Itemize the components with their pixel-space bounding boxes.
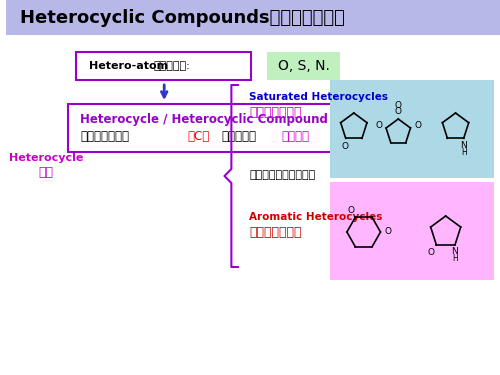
Text: Heterocycle / Heterocyclic Compound: Heterocycle / Heterocyclic Compound bbox=[80, 114, 328, 126]
Text: 芳香杂环化合物: 芳香杂环化合物 bbox=[249, 225, 302, 238]
FancyBboxPatch shape bbox=[68, 104, 346, 152]
Text: O: O bbox=[341, 142, 348, 151]
Text: H: H bbox=[461, 148, 466, 157]
Text: O: O bbox=[375, 121, 382, 130]
FancyBboxPatch shape bbox=[330, 182, 494, 280]
Text: Aromatic Heterocycles: Aromatic Heterocycles bbox=[249, 212, 382, 222]
Text: 杂原子。: 杂原子。 bbox=[282, 130, 310, 144]
Text: H: H bbox=[452, 255, 458, 264]
Text: （杂原子）:: （杂原子）: bbox=[154, 61, 190, 71]
Text: Hetero-atom: Hetero-atom bbox=[89, 61, 168, 71]
Text: O: O bbox=[414, 121, 422, 130]
Text: 饱和杂环化合物: 饱和杂环化合物 bbox=[249, 105, 302, 118]
Text: 除C外: 除C外 bbox=[187, 130, 209, 144]
Text: O: O bbox=[395, 108, 402, 117]
Text: N: N bbox=[452, 248, 458, 256]
Text: Heterocyclic Compounds（杂环化合物）: Heterocyclic Compounds（杂环化合物） bbox=[20, 9, 345, 27]
Text: N: N bbox=[460, 141, 467, 150]
Text: O, S, N.: O, S, N. bbox=[278, 59, 330, 73]
Text: ，还有其它: ，还有其它 bbox=[222, 130, 256, 144]
Text: O: O bbox=[395, 100, 402, 109]
FancyBboxPatch shape bbox=[76, 52, 251, 80]
Text: Saturated Heterocycles: Saturated Heterocycles bbox=[249, 92, 388, 102]
FancyBboxPatch shape bbox=[6, 0, 500, 35]
FancyBboxPatch shape bbox=[330, 80, 494, 178]
Text: O: O bbox=[385, 228, 392, 237]
FancyBboxPatch shape bbox=[267, 52, 340, 80]
Text: 杂环: 杂环 bbox=[38, 166, 53, 180]
Text: O: O bbox=[428, 248, 434, 257]
Text: O: O bbox=[348, 206, 355, 215]
Text: Heterocycle: Heterocycle bbox=[8, 153, 83, 163]
Text: 体现各自功能团的性质: 体现各自功能团的性质 bbox=[249, 170, 316, 180]
Text: 构成环系的原子: 构成环系的原子 bbox=[80, 130, 130, 144]
